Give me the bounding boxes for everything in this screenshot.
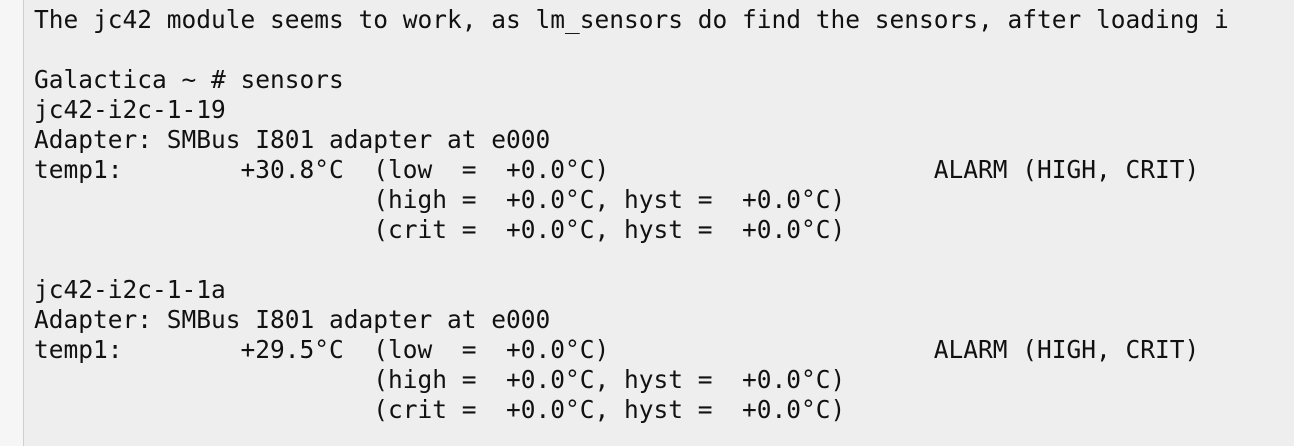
sensor-chip-name: jc42-i2c-1-1a — [34, 275, 226, 304]
temp-crit-line: (crit = +0.0°C, hyst = +0.0°C) — [34, 395, 846, 424]
temp-reading-line: temp1: +30.8°C (low = +0.0°C) ALARM (HIG… — [34, 155, 1200, 184]
intro-text: The jc42 module seems to work, as lm_sen… — [34, 5, 1229, 34]
shell-prompt-line: Galactica ~ # sensors — [34, 65, 344, 94]
blank-line — [34, 425, 1294, 446]
left-border-decoration — [0, 0, 24, 446]
adapter-line: Adapter: SMBus I801 adapter at e000 — [34, 305, 551, 334]
sensor-chip-name: jc42-i2c-1-19 — [34, 95, 226, 124]
temp-crit-line: (crit = +0.0°C, hyst = +0.0°C) — [34, 215, 846, 244]
blank-line — [34, 35, 1294, 65]
adapter-line: Adapter: SMBus I801 adapter at e000 — [34, 125, 551, 154]
temp-reading-line: temp1: +29.5°C (low = +0.0°C) ALARM (HIG… — [34, 335, 1200, 364]
temp-high-line: (high = +0.0°C, hyst = +0.0°C) — [34, 365, 846, 394]
temp-high-line: (high = +0.0°C, hyst = +0.0°C) — [34, 185, 846, 214]
code-block[interactable]: The jc42 module seems to work, as lm_sen… — [34, 0, 1294, 446]
blank-line — [34, 245, 1294, 275]
